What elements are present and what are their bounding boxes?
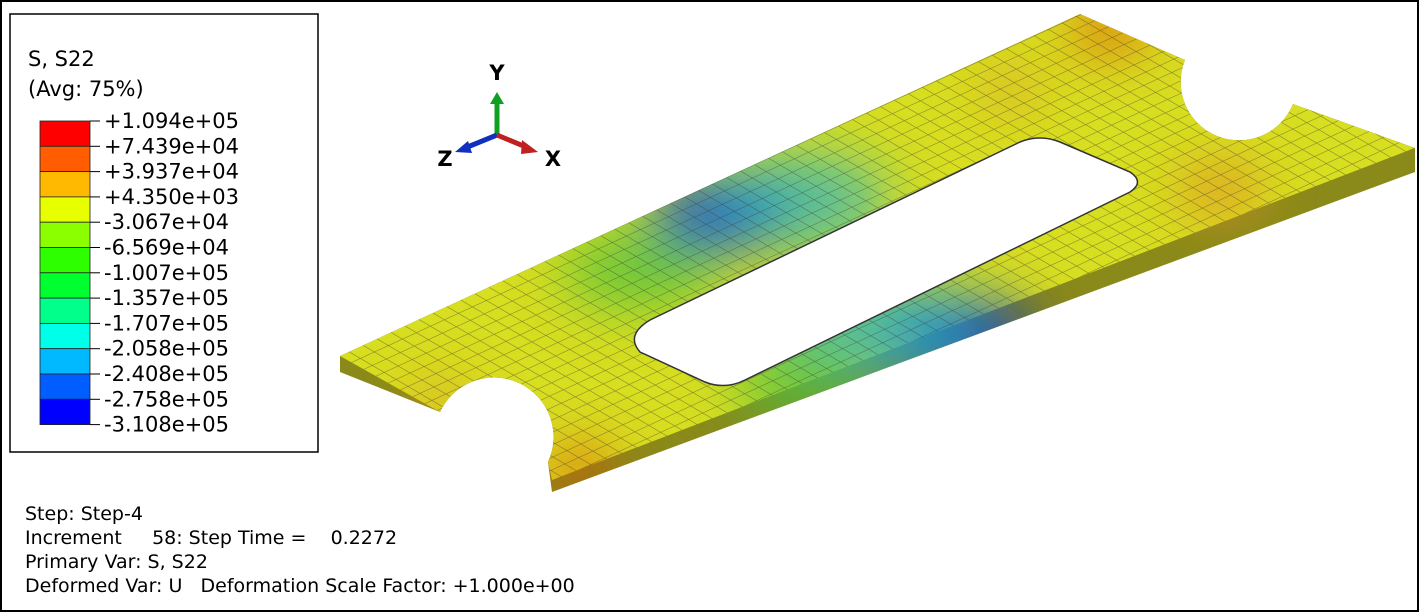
- legend-label: -2.758e+05: [104, 387, 229, 411]
- axis-label: X: [545, 147, 561, 171]
- legend-label: -3.067e+04: [104, 210, 229, 234]
- legend-label: -1.707e+05: [104, 311, 229, 335]
- status-line: Step: Step-4: [25, 503, 143, 525]
- legend-label: +7.439e+04: [104, 134, 239, 158]
- legend-label: -6.569e+04: [104, 236, 229, 260]
- legend-label: -2.058e+05: [104, 337, 229, 361]
- legend-swatch: [40, 374, 90, 399]
- legend-swatch: [40, 121, 90, 146]
- viewport: Y Z X S, S22 (Avg: 75%) +1.094e+05+7.439…: [0, 0, 1419, 612]
- legend-label: +3.937e+04: [104, 160, 239, 184]
- legend-swatch: [40, 222, 90, 247]
- legend-swatch: [40, 273, 90, 298]
- legend-swatch: [40, 349, 90, 374]
- legend-label: +4.350e+03: [104, 185, 239, 209]
- legend-swatch: [40, 146, 90, 171]
- status-line: Increment 58: Step Time = 0.2272: [25, 527, 397, 549]
- axis-label: Y: [488, 61, 505, 85]
- axis-label: Z: [437, 147, 452, 171]
- legend-swatch: [40, 197, 90, 222]
- legend-label: -1.007e+05: [104, 261, 229, 285]
- legend-label: -3.108e+05: [104, 413, 229, 437]
- legend-label: +1.094e+05: [104, 109, 239, 133]
- legend-swatch: [40, 248, 90, 273]
- legend-swatch: [40, 298, 90, 323]
- legend: S, S22 (Avg: 75%) +1.094e+05+7.439e+04+3…: [10, 14, 318, 452]
- status-line: Deformed Var: U Deformation Scale Factor…: [25, 575, 575, 597]
- legend-swatch: [40, 399, 90, 424]
- legend-swatch: [40, 323, 90, 348]
- legend-title: S, S22: [28, 47, 95, 71]
- legend-subtitle: (Avg: 75%): [28, 77, 144, 101]
- legend-label: -1.357e+05: [104, 286, 229, 310]
- legend-label: -2.408e+05: [104, 362, 229, 386]
- legend-swatch: [40, 172, 90, 197]
- status-line: Primary Var: S, S22: [25, 551, 208, 573]
